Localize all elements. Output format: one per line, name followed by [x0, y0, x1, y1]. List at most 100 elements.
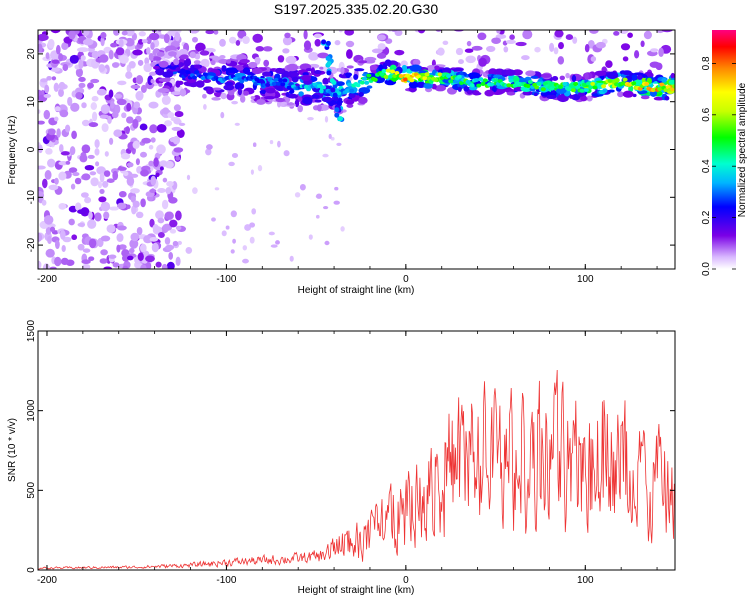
spectrogram-cell	[661, 30, 673, 33]
spectrogram-cell	[566, 87, 572, 92]
spectrogram-cell	[378, 64, 384, 72]
spectrogram-cell	[299, 183, 306, 191]
spectrogram-cell	[135, 211, 144, 219]
spectrogram-cell	[150, 137, 156, 143]
colorbar-gradient	[712, 30, 736, 269]
spectrogram-cell	[235, 39, 241, 46]
spectrogram-cell	[45, 148, 53, 155]
spectrogram-cell	[132, 49, 143, 56]
spectrogram-cell	[568, 83, 574, 88]
spectrogram-cell	[199, 50, 210, 56]
spectrogram-cell	[336, 91, 342, 96]
spectrogram-cell	[228, 161, 235, 167]
spectrogram-cell	[398, 74, 404, 79]
spectrogram-cell	[161, 95, 171, 106]
y-tick-label: 1000	[26, 399, 37, 422]
spectrogram-cell	[522, 91, 530, 96]
spectrogram-cell	[96, 166, 106, 175]
spectrogram-cell	[316, 193, 322, 199]
spectrogram-cell	[174, 111, 184, 118]
spectrogram-cell	[595, 41, 606, 49]
spectrogram-cell	[175, 67, 181, 72]
spectrogram-cell	[161, 263, 168, 269]
spectrogram-cell	[153, 157, 159, 168]
spectrogram-cell	[231, 100, 238, 105]
spectrogram-cell	[326, 70, 332, 76]
spectrogram-cell	[165, 244, 175, 251]
x-tick-label: 0	[403, 575, 409, 586]
spectrogram-cell	[211, 96, 221, 101]
x-tick-label: -200	[37, 274, 57, 285]
spectrogram-cell	[377, 34, 386, 41]
spectrogram-cell	[88, 122, 99, 128]
spectrogram-cell	[613, 31, 620, 36]
spectrogram-cell	[173, 58, 180, 66]
spectrogram-cell	[45, 52, 50, 60]
spectrogram-cell	[99, 188, 105, 194]
spectrogram-cell	[579, 88, 585, 93]
spectrogram-cell	[56, 128, 61, 138]
spectrogram-cell	[76, 47, 89, 53]
spectrogram-cell	[381, 68, 387, 73]
spectrogram-cell	[157, 232, 165, 238]
spectrogram-cell	[465, 55, 476, 64]
spectrogram-cell	[243, 90, 250, 96]
spectrogram-cell	[595, 23, 605, 28]
spectrogram-cell	[71, 130, 77, 140]
spectrogram-cell	[75, 202, 82, 212]
spectrogram-cell	[257, 164, 263, 172]
spectrogram-cell	[329, 78, 335, 84]
spectrogram-cell	[392, 74, 398, 78]
spectrogram-cell	[408, 81, 419, 89]
spectrogram-cell	[126, 204, 131, 210]
spectrogram-cell	[48, 184, 59, 191]
spectrogram-cell	[98, 196, 107, 203]
spectrogram-cell	[239, 79, 245, 84]
spectrogram-cell	[319, 66, 324, 70]
spectrogram-cell	[334, 186, 339, 191]
spectrogram-cell	[194, 70, 200, 75]
spectrogram-cell	[359, 80, 365, 85]
spectrogram-cell	[200, 58, 210, 68]
spectrogram-cell	[303, 40, 312, 51]
spectrogram-cell	[172, 240, 179, 247]
spectrogram-cell	[128, 61, 136, 69]
spectrogram-cell	[60, 257, 69, 265]
spectrogram-cell	[38, 120, 45, 125]
spectrogram-cell	[74, 177, 82, 185]
spectrogram-cell	[136, 226, 143, 236]
spectrogram-cell	[165, 187, 172, 195]
spectrogram-cell	[390, 69, 396, 74]
spectrogram-cell	[282, 78, 288, 83]
spectrogram-cell	[242, 245, 248, 251]
spectrogram-cell	[661, 77, 667, 83]
spectrogram-cell	[135, 74, 144, 85]
spectrogram-cell	[298, 91, 304, 97]
spectrogram-cell	[71, 234, 78, 241]
spectrogram-cell	[99, 172, 105, 183]
spectrogram-cell	[116, 233, 124, 243]
spectrogram-cell	[322, 153, 329, 158]
spectrogram-cell	[54, 177, 59, 185]
spectrogram-cell	[334, 40, 341, 46]
spectrogram-cell	[258, 30, 264, 31]
spectrogram-cell	[100, 249, 108, 256]
spectrogram-cell	[249, 222, 256, 228]
spectrogram-cell	[79, 154, 88, 163]
x-tick-label: 0	[403, 274, 409, 285]
spectrogram-cell	[297, 105, 303, 113]
spectrogram-cell	[622, 56, 629, 62]
y-tick-label: 10	[26, 96, 37, 108]
spectrogram-cell	[126, 176, 135, 187]
spectrogram-cell	[202, 72, 208, 77]
spectrogram-cell	[140, 169, 149, 177]
spectrogram-cell	[506, 83, 512, 88]
spectrogram-cell	[200, 76, 206, 81]
spectrogram-cell	[143, 63, 152, 73]
spectrogram-cell	[631, 74, 638, 82]
spectrogram-cell	[322, 77, 329, 85]
spectrogram-cell	[234, 122, 240, 126]
spectrogram-cell	[424, 72, 430, 77]
